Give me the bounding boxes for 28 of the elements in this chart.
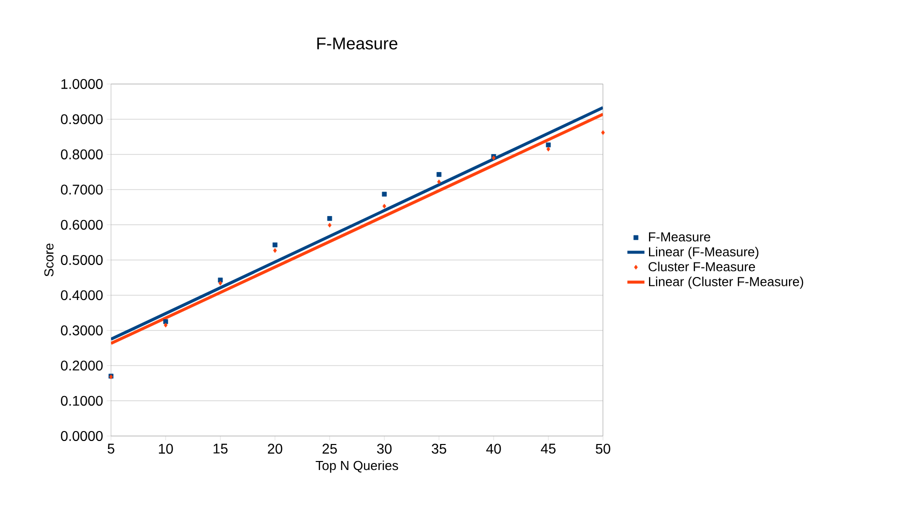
x-tick-label: 30	[377, 444, 392, 454]
x-tick-label: 5	[108, 444, 114, 454]
y-tick-label: 0.6000	[60, 220, 103, 230]
y-tick-label: 0.2000	[60, 360, 103, 371]
y-tick-label: 0.3000	[60, 325, 103, 336]
x-tick-label: 25	[322, 444, 337, 454]
x-tick-label: 15	[214, 444, 228, 454]
legend-label: Cluster F-Measure	[648, 262, 755, 272]
y-tick-label: 1.0000	[61, 79, 103, 89]
y-tick-label: 0.5000	[60, 255, 103, 265]
x-tick-label: 40	[486, 444, 501, 454]
chart-title: F-Measure	[317, 38, 398, 50]
x-tick-label: 10	[158, 444, 173, 454]
legend-label: Linear (Cluster F-Measure)	[649, 276, 804, 289]
x-axis-title: Top N Queries	[316, 460, 398, 473]
x-tick-label: 45	[540, 444, 556, 454]
x-tick-label: 50	[596, 444, 610, 454]
y-axis-title: Score	[44, 244, 54, 276]
y-tick-label: 0.9000	[60, 114, 103, 124]
y-tick-label: 0.4000	[60, 290, 103, 300]
y-tick-label: 0.8000	[60, 149, 103, 160]
x-tick-label: 35	[432, 444, 446, 454]
legend-label: Linear (F-Measure)	[649, 246, 758, 259]
x-tick-label: 20	[268, 444, 282, 454]
legend-label: F-Measure	[649, 232, 710, 242]
y-tick-label: 0.7000	[60, 184, 103, 195]
y-tick-label: 0.0000	[60, 431, 103, 441]
y-tick-label: 0.1000	[60, 396, 103, 406]
